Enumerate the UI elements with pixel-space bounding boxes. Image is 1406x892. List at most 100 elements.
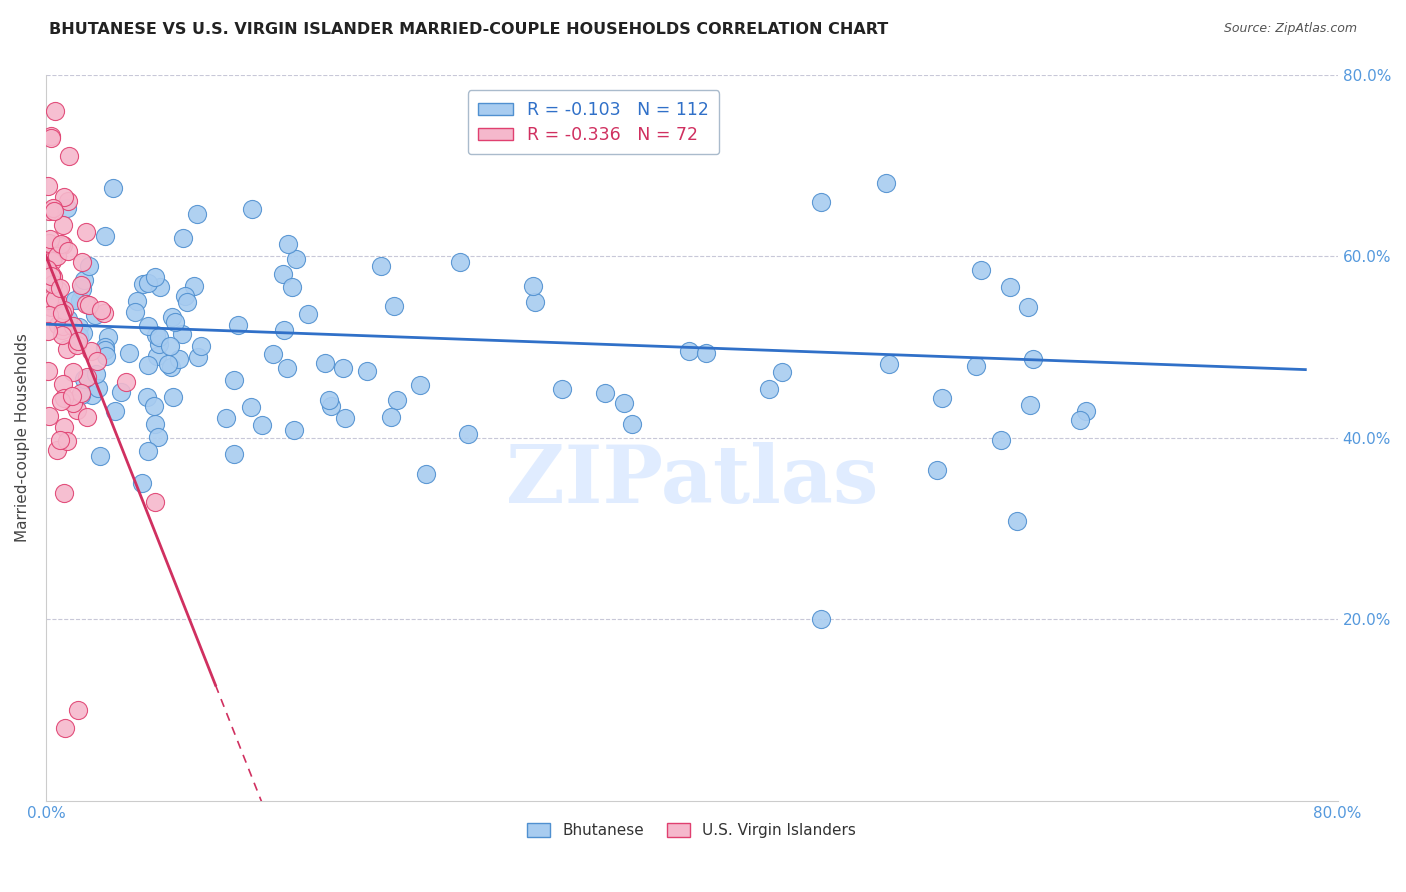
Point [222,373,245,387]
Point [187,350,209,364]
Point [94,340,117,354]
Point [52,318,75,333]
Point [159,339,181,353]
Point [77,297,100,311]
Point [75,225,97,239]
Point [621,417,644,431]
Point [695,346,717,360]
Point [76,409,98,424]
Point [136,276,159,290]
Point [63,293,86,308]
Point [67,329,90,343]
Point [56,244,79,259]
Point [600,131,623,145]
Point [875,177,897,191]
Point [51,323,73,337]
Point [51,306,73,320]
Point [46,293,69,308]
Point [415,467,437,482]
Point [157,357,180,371]
Point [190,339,212,353]
Point [276,361,298,376]
Legend: Bhutanese, U.S. Virgin Islanders: Bhutanese, U.S. Virgin Islanders [522,817,862,844]
Point [143,495,166,509]
Point [69,293,91,308]
Point [38,309,60,323]
Point [281,280,304,294]
Point [58,149,80,163]
Point [186,207,208,221]
Point [1017,300,1039,314]
Point [132,277,155,291]
Point [60,389,83,403]
Point [613,396,636,410]
Point [332,360,354,375]
Point [382,299,405,313]
Point [38,293,60,308]
Point [1019,397,1042,411]
Point [86,354,108,368]
Text: Source: ZipAtlas.com: Source: ZipAtlas.com [1223,22,1357,36]
Point [39,268,62,283]
Point [66,338,89,352]
Text: ZIPatlas: ZIPatlas [506,442,877,520]
Point [162,390,184,404]
Point [262,347,284,361]
Point [148,336,170,351]
Text: BHUTANESE VS U.S. VIRGIN ISLANDER MARRIED-COUPLE HOUSEHOLDS CORRELATION CHART: BHUTANESE VS U.S. VIRGIN ISLANDER MARRIE… [49,22,889,37]
Point [67,703,90,717]
Point [80,388,103,402]
Point [380,409,402,424]
Point [42,201,65,215]
Point [56,194,79,208]
Point [240,202,263,216]
Point [215,410,238,425]
Point [94,229,117,244]
Point [38,409,60,423]
Point [226,318,249,333]
Point [1074,404,1097,418]
Point [52,238,75,252]
Point [965,359,987,373]
Point [250,418,273,433]
Point [239,400,262,414]
Point [998,280,1021,294]
Point [110,384,132,399]
Point [877,357,900,371]
Point [70,282,93,296]
Point [56,202,79,216]
Point [41,267,63,281]
Point [56,312,79,326]
Point [90,303,112,318]
Point [969,263,991,277]
Point [49,236,72,251]
Point [167,351,190,366]
Point [273,323,295,337]
Point [53,391,76,405]
Point [97,329,120,343]
Point [41,277,63,292]
Point [80,344,103,359]
Point [76,369,98,384]
Point [94,343,117,357]
Point [70,255,93,269]
Point [356,364,378,378]
Point [75,297,97,311]
Point [318,393,340,408]
Point [172,327,194,342]
Point [770,365,793,379]
Point [62,396,84,410]
Point [37,179,59,194]
Point [457,426,479,441]
Point [931,391,953,405]
Point [136,318,159,333]
Point [143,400,166,414]
Point [758,382,780,396]
Point [87,381,110,395]
Point [38,235,60,250]
Point [104,403,127,417]
Point [70,277,93,292]
Point [118,345,141,359]
Point [124,305,146,319]
Point [678,344,700,359]
